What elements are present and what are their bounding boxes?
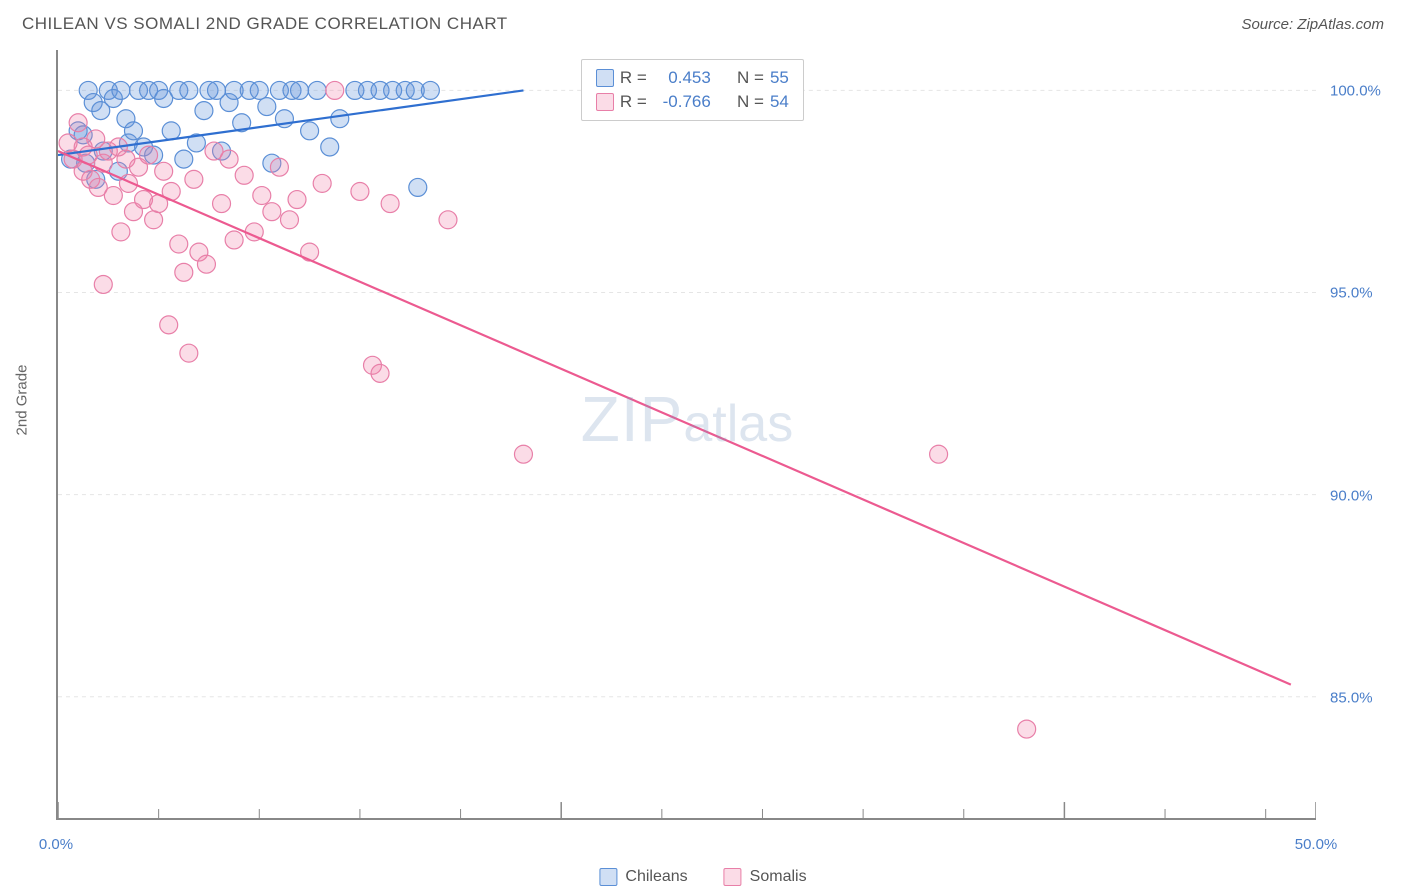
data-point bbox=[112, 81, 130, 99]
data-point bbox=[155, 162, 173, 180]
y-tick-label: 90.0% bbox=[1330, 487, 1373, 504]
data-point bbox=[439, 211, 457, 229]
data-point bbox=[170, 235, 188, 253]
data-point bbox=[213, 195, 231, 213]
data-point bbox=[195, 102, 213, 120]
data-point bbox=[197, 255, 215, 273]
source-label: Source: ZipAtlas.com bbox=[1241, 16, 1384, 33]
data-point bbox=[180, 81, 198, 99]
legend-swatch bbox=[724, 868, 742, 886]
data-point bbox=[270, 158, 288, 176]
data-point bbox=[104, 187, 122, 205]
y-tick-label: 100.0% bbox=[1330, 82, 1381, 99]
legend-item: Chileans bbox=[599, 868, 687, 886]
stats-legend-box: R = 0.453 N = 55 R = -0.766 N = 54 bbox=[581, 59, 804, 121]
data-point bbox=[160, 316, 178, 334]
data-point bbox=[288, 191, 306, 209]
data-point bbox=[250, 81, 268, 99]
chart-area: ZIPatlas R = 0.453 N = 55 R = -0.766 N =… bbox=[56, 50, 1316, 820]
data-point bbox=[326, 81, 344, 99]
data-point bbox=[321, 138, 339, 156]
data-point bbox=[145, 211, 163, 229]
data-point bbox=[124, 122, 142, 140]
x-tick-label: 50.0% bbox=[1295, 836, 1338, 853]
data-point bbox=[140, 146, 158, 164]
data-point bbox=[185, 170, 203, 188]
data-point bbox=[225, 231, 243, 249]
x-tick-label: 0.0% bbox=[39, 836, 73, 853]
legend-swatch bbox=[596, 69, 614, 87]
header: CHILEAN VS SOMALI 2ND GRADE CORRELATION … bbox=[0, 0, 1406, 44]
data-point bbox=[175, 150, 193, 168]
scatter-plot bbox=[58, 50, 1316, 818]
y-tick-label: 85.0% bbox=[1330, 690, 1373, 707]
data-point bbox=[258, 98, 276, 116]
data-point bbox=[301, 122, 319, 140]
data-point bbox=[235, 166, 253, 184]
data-point bbox=[1018, 720, 1036, 738]
data-point bbox=[331, 110, 349, 128]
data-point bbox=[514, 445, 532, 463]
data-point bbox=[253, 187, 271, 205]
data-point bbox=[930, 445, 948, 463]
stats-row: R = 0.453 N = 55 bbox=[596, 66, 789, 90]
legend-swatch bbox=[596, 93, 614, 111]
data-point bbox=[421, 81, 439, 99]
bottom-legend: Chileans Somalis bbox=[599, 868, 806, 886]
data-point bbox=[220, 150, 238, 168]
legend-swatch bbox=[599, 868, 617, 886]
data-point bbox=[263, 203, 281, 221]
data-point bbox=[112, 223, 130, 241]
legend-label: Somalis bbox=[750, 868, 807, 886]
data-point bbox=[371, 364, 389, 382]
data-point bbox=[308, 81, 326, 99]
data-point bbox=[381, 195, 399, 213]
data-point bbox=[175, 263, 193, 281]
data-point bbox=[69, 114, 87, 132]
data-point bbox=[94, 275, 112, 293]
data-point bbox=[291, 81, 309, 99]
data-point bbox=[313, 174, 331, 192]
data-point bbox=[409, 178, 427, 196]
y-axis-label: 2nd Grade bbox=[14, 365, 31, 436]
legend-item: Somalis bbox=[724, 868, 807, 886]
legend-label: Chileans bbox=[625, 868, 687, 886]
data-point bbox=[351, 182, 369, 200]
data-point bbox=[280, 211, 298, 229]
trend-line bbox=[58, 151, 1291, 685]
stats-row: R = -0.766 N = 54 bbox=[596, 90, 789, 114]
y-tick-label: 95.0% bbox=[1330, 285, 1373, 302]
data-point bbox=[162, 122, 180, 140]
data-point bbox=[180, 344, 198, 362]
chart-title: CHILEAN VS SOMALI 2ND GRADE CORRELATION … bbox=[22, 14, 508, 34]
